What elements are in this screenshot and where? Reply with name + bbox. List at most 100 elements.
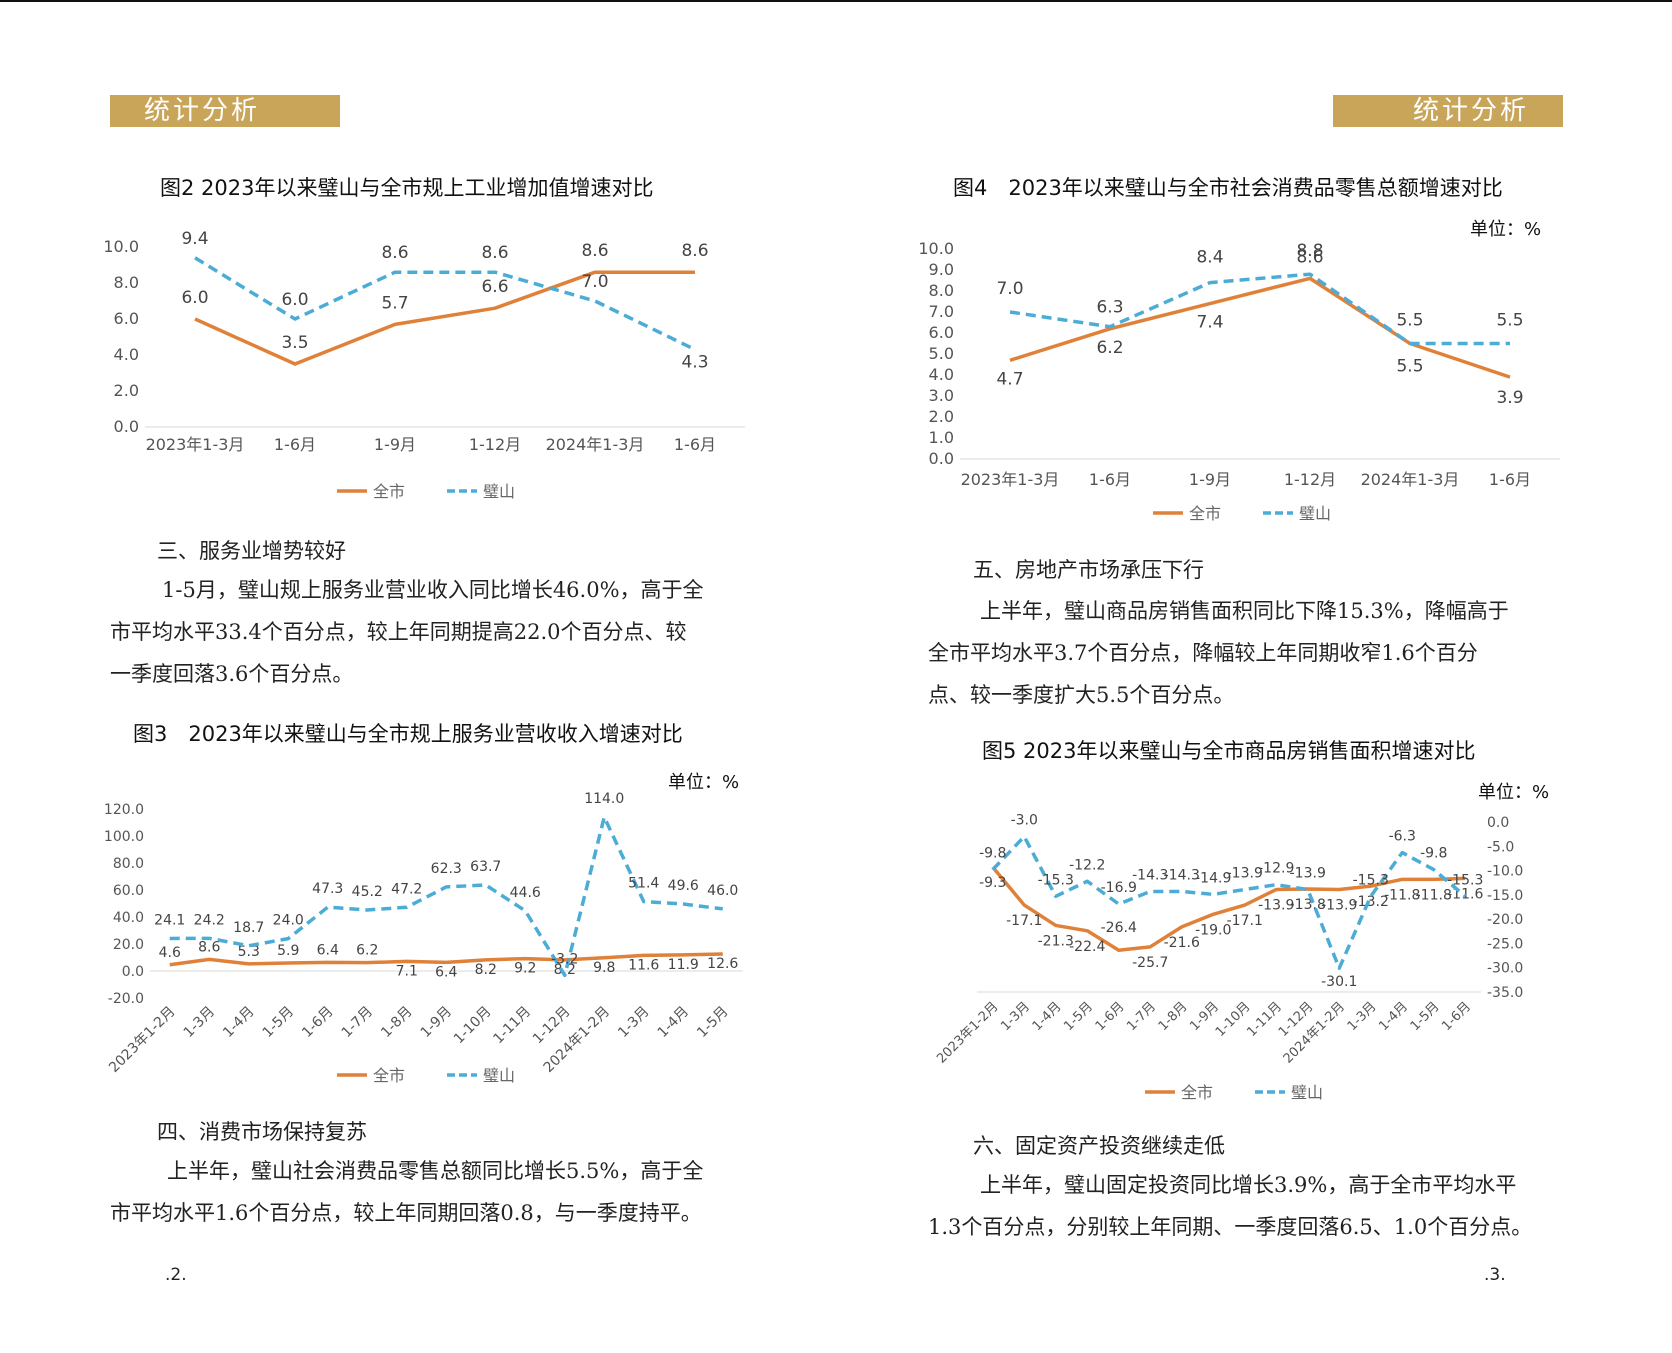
- fig4-series-line-2: [1009, 272, 1510, 346]
- fig3-xtick: 1-9月: [418, 1004, 455, 1041]
- fig3-data-label: 47.3: [312, 881, 343, 897]
- fig5-data-label: -21.3: [1038, 933, 1074, 949]
- fig2-data-label: 6.0: [181, 288, 208, 308]
- fig2-data-label: 6.6: [481, 277, 508, 297]
- fig3-legend-label: 全市: [373, 1066, 405, 1085]
- fig4-unit: 单位：%: [1470, 219, 1542, 240]
- fig2-series-line-1: [194, 270, 695, 366]
- fig3-ytick: 20.0: [113, 937, 144, 953]
- fig3-legend-label: 璧山: [483, 1066, 515, 1085]
- fig3-data-label: 5.3: [238, 944, 260, 960]
- fig3-chart: -20.0 0.0 20.0 40.0 60.0 80.0 100.0 120.0 2023年1…: [104, 791, 743, 1085]
- fig3-data-label: 47.2: [391, 881, 422, 897]
- fig5-data-label: -16.9: [1101, 880, 1137, 896]
- fig2-ytick: 10.0: [103, 237, 139, 256]
- fig3-xtick: 1-3月: [615, 1004, 652, 1041]
- fig5-xtick: 1-6月: [1093, 999, 1128, 1034]
- fig3-data-label: 8.2: [554, 962, 576, 978]
- fig4-xtick: 2024年1-3月: [1361, 470, 1460, 489]
- sec4-line-1: 上半年，璧山社会消费品零售总额同比增长5.5%，高于全: [167, 1159, 704, 1183]
- fig5-data-label: -13.9: [1227, 866, 1263, 882]
- fig5-ytick: -15.0: [1487, 888, 1523, 904]
- fig2-xtick: 2024年1-3月: [546, 435, 645, 454]
- fig5-data-label: -11.8: [1416, 887, 1452, 903]
- fig2-chart: 0.0 2.0 4.0 6.0 8.0 10.0 2023年1-3月 1-6月 1-9月 1-12…: [103, 229, 745, 501]
- fig5-data-label: -13.9: [1258, 898, 1294, 914]
- fig4-data-label: 4.7: [996, 369, 1023, 389]
- fig5-data-label: -13.9: [1290, 866, 1326, 882]
- fig2-data-label: 7.0: [581, 272, 608, 292]
- fig5-data-label: -11.8: [1384, 887, 1420, 903]
- fig4-series-line-1: [1009, 276, 1511, 379]
- fig4-data-label: 8.4: [1196, 248, 1223, 268]
- top-border-line: [0, 0, 1672, 2]
- fig2-xtick: 1-6月: [274, 435, 316, 454]
- fig3-data-label: 24.2: [194, 912, 225, 928]
- fig5-title: 图5 2023年以来璧山与全市商品房销售面积增速对比: [982, 739, 1476, 763]
- fig3-ytick: 0.0: [122, 964, 144, 980]
- fig3-data-label: -3.2: [551, 951, 578, 967]
- fig4-xtick: 1-12月: [1284, 470, 1336, 489]
- fig4-ytick: 9.0: [929, 260, 954, 279]
- fig5-ytick: -5.0: [1487, 839, 1514, 855]
- fig5-data-label: -26.4: [1101, 920, 1137, 936]
- fig5-legend-label: 璧山: [1291, 1083, 1323, 1102]
- sec5-paragraph: 上半年，璧山商品房销售面积同比下降15.3%，降幅高于 全市平均水平3.7个百分…: [928, 590, 1568, 716]
- page-number-right: .3.: [1484, 1265, 1506, 1285]
- fig3-ytick: 120.0: [104, 802, 144, 818]
- fig2-legend-label: 全市: [373, 482, 405, 501]
- fig4-ytick: 7.0: [929, 302, 954, 321]
- fig5-data-label: -12.9: [1258, 861, 1294, 877]
- fig2-xtick: 1-6月: [674, 435, 716, 454]
- fig5-data-label: -25.7: [1132, 955, 1168, 971]
- sec4-heading: 四、消费市场保持复苏: [157, 1120, 367, 1144]
- fig5-ytick: -30.0: [1487, 961, 1523, 977]
- fig4-data-label: 5.5: [1396, 357, 1423, 377]
- fig5-data-label: -17.1: [1227, 913, 1263, 929]
- fig5-data-label: -14.9: [1195, 870, 1231, 886]
- fig4-ytick: 8.0: [929, 281, 954, 300]
- fig4-ytick: 0.0: [929, 449, 954, 468]
- fig5-xtick: 1-8月: [1156, 999, 1191, 1034]
- fig3-ytick: 40.0: [113, 910, 144, 926]
- sec5-line-3: 点、较一季度扩大5.5个百分点。: [928, 683, 1235, 707]
- fig2-xtick: 1-12月: [469, 435, 521, 454]
- fig2-ytick: 0.0: [114, 417, 139, 436]
- fig3-ytick: 60.0: [113, 883, 144, 899]
- fig3-data-label: 24.1: [154, 912, 185, 928]
- fig4-legend-label: 璧山: [1299, 504, 1331, 523]
- fig2-data-label: 4.3: [681, 353, 708, 373]
- fig3-xtick: 1-7月: [339, 1004, 376, 1041]
- fig2-xtick: 1-9月: [374, 435, 416, 454]
- fig4-ytick: 1.0: [929, 428, 954, 447]
- fig3-data-label: 4.6: [159, 945, 181, 961]
- fig4-ytick: 2.0: [929, 407, 954, 426]
- fig5-legend-label: 全市: [1181, 1083, 1213, 1102]
- fig2-data-label: 3.5: [281, 333, 308, 353]
- fig5-chart: 0.0 -5.0 -10.0 -15.0 -20.0 -25.0 -30.0 -35.0 202…: [934, 813, 1523, 1102]
- fig3-data-label: 8.6: [198, 939, 220, 955]
- fig5-data-label: -19.0: [1195, 922, 1231, 938]
- fig5-data-label: -6.3: [1389, 829, 1416, 845]
- fig3-data-label: 49.6: [668, 878, 699, 894]
- fig5-ytick: -20.0: [1487, 912, 1523, 928]
- fig5-data-label: -9.8: [1420, 846, 1447, 862]
- fig5-data-label: -14.3: [1132, 867, 1168, 883]
- fig3-ytick: 80.0: [113, 856, 144, 872]
- fig5-xtick: 1-3月: [1345, 999, 1380, 1034]
- fig4-data-label: 5.5: [1396, 311, 1423, 331]
- fig5-xtick: 1-4月: [1030, 999, 1065, 1034]
- fig5-data-label: -15.3: [1447, 872, 1483, 888]
- fig5-xtick: 1-10月: [1213, 999, 1254, 1040]
- fig3-unit: 单位：%: [668, 772, 740, 793]
- fig2-ytick: 6.0: [114, 309, 139, 328]
- fig5-series-line-1: [991, 866, 1466, 952]
- fig2-xtick: 2023年1-3月: [146, 435, 245, 454]
- fig3-data-label: 7.1: [396, 963, 418, 979]
- page-number-left: .2.: [165, 1265, 187, 1285]
- fig5-xtick: 1-5月: [1061, 999, 1096, 1034]
- fig3-xtick: 1-8月: [378, 1004, 415, 1041]
- fig5-data-label: -14.3: [1164, 867, 1200, 883]
- fig2-data-label: 8.6: [381, 243, 408, 263]
- fig4-data-label: 7.4: [1196, 313, 1223, 333]
